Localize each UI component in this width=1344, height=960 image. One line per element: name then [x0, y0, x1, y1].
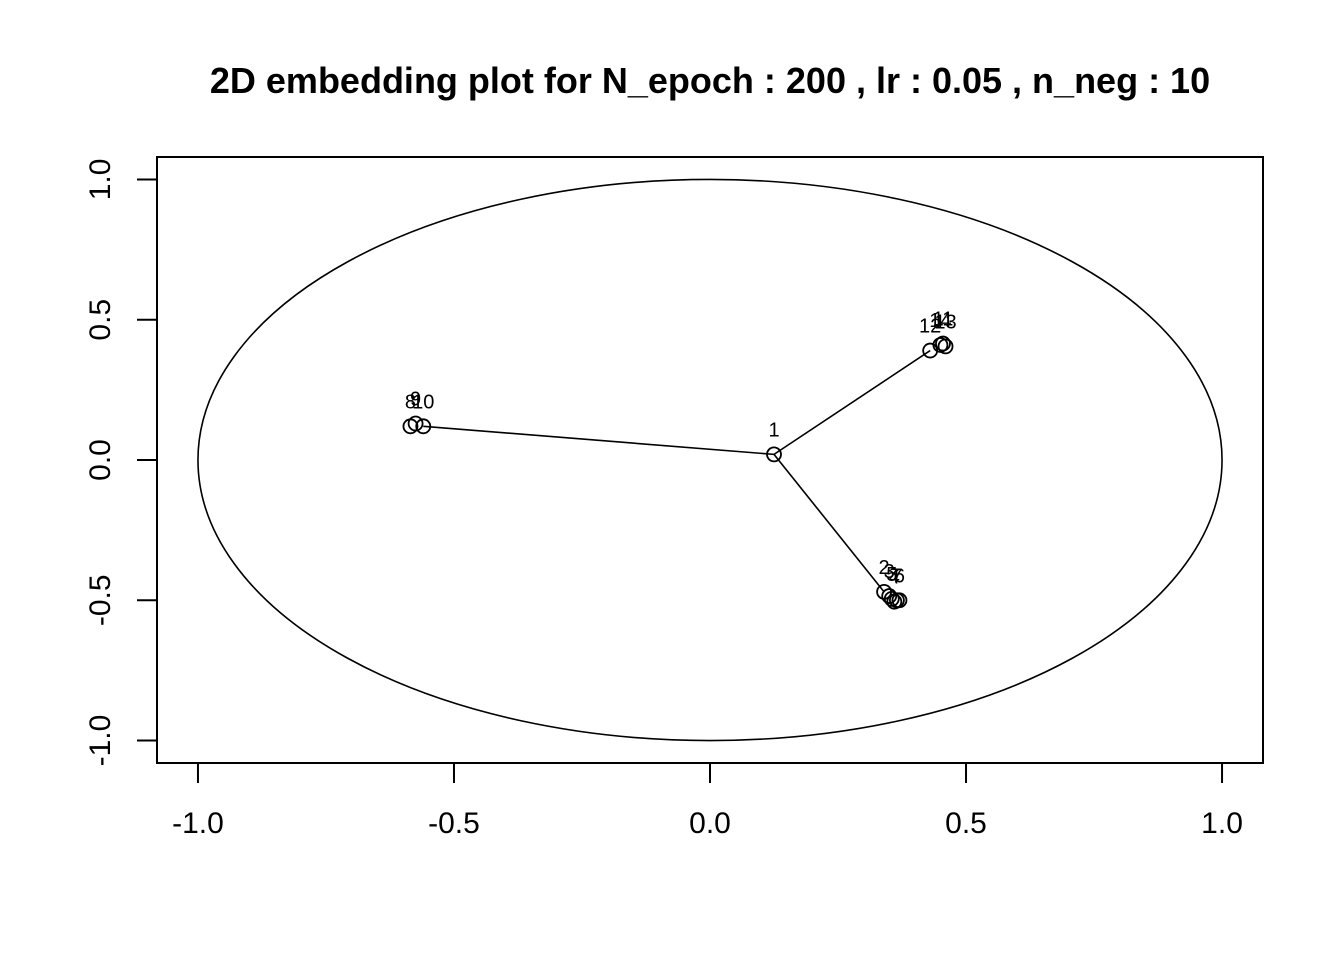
edge-1-10: [423, 425, 775, 456]
unit-circle-layer: [197, 178, 1223, 742]
point-label-6: 6: [894, 565, 905, 587]
x-tick-label: 1.0: [1201, 807, 1243, 840]
point-label-14: 14: [929, 310, 951, 332]
x-tick-label: 0.5: [945, 807, 987, 840]
x-tick-label: -0.5: [428, 807, 480, 840]
plot-frame: [156, 156, 1264, 764]
edge-layer: [423, 349, 931, 593]
data-point-10: [415, 418, 432, 435]
point-label-11: 11: [933, 309, 954, 331]
x-tick-label: 0.0: [689, 807, 731, 840]
data-point-1: [766, 446, 782, 463]
point-label-13: 13: [934, 311, 956, 333]
data-point-3: [881, 588, 898, 604]
y-tick-label: 0.5: [84, 299, 117, 341]
y-tick-label: 1.0: [84, 159, 117, 201]
point-label-8: 8: [405, 391, 416, 413]
y-tick-label: -0.5: [84, 574, 117, 626]
edge-1-2: [773, 453, 885, 593]
y-axis: -1.0 -0.5 0.0 0.5 1.0: [84, 159, 158, 767]
point-label-1: 1: [768, 419, 779, 441]
point-layer: [402, 335, 954, 610]
x-tick-label: -1.0: [172, 807, 224, 840]
point-label-7: 7: [891, 565, 902, 587]
unit-circle: [197, 178, 1223, 742]
point-label-4: 4: [889, 567, 900, 589]
point-label-10: 10: [412, 391, 434, 413]
x-axis: -1.0 -0.5 0.0 0.5 1.0: [172, 762, 1243, 840]
data-point-14: [932, 337, 949, 353]
point-label-2: 2: [879, 557, 890, 579]
point-label-12: 12: [919, 316, 941, 338]
chart-title: 2D embedding plot for N_epoch : 200 , lr…: [210, 60, 1210, 101]
point-label-3: 3: [884, 561, 895, 583]
point-label-5: 5: [886, 564, 897, 586]
point-label-9: 9: [410, 389, 421, 411]
y-tick-label: 0.0: [84, 439, 117, 481]
data-point-7: [888, 592, 905, 609]
edge-1-12: [773, 349, 931, 456]
data-point-9: [407, 415, 424, 432]
y-tick-label: -1.0: [84, 715, 117, 767]
